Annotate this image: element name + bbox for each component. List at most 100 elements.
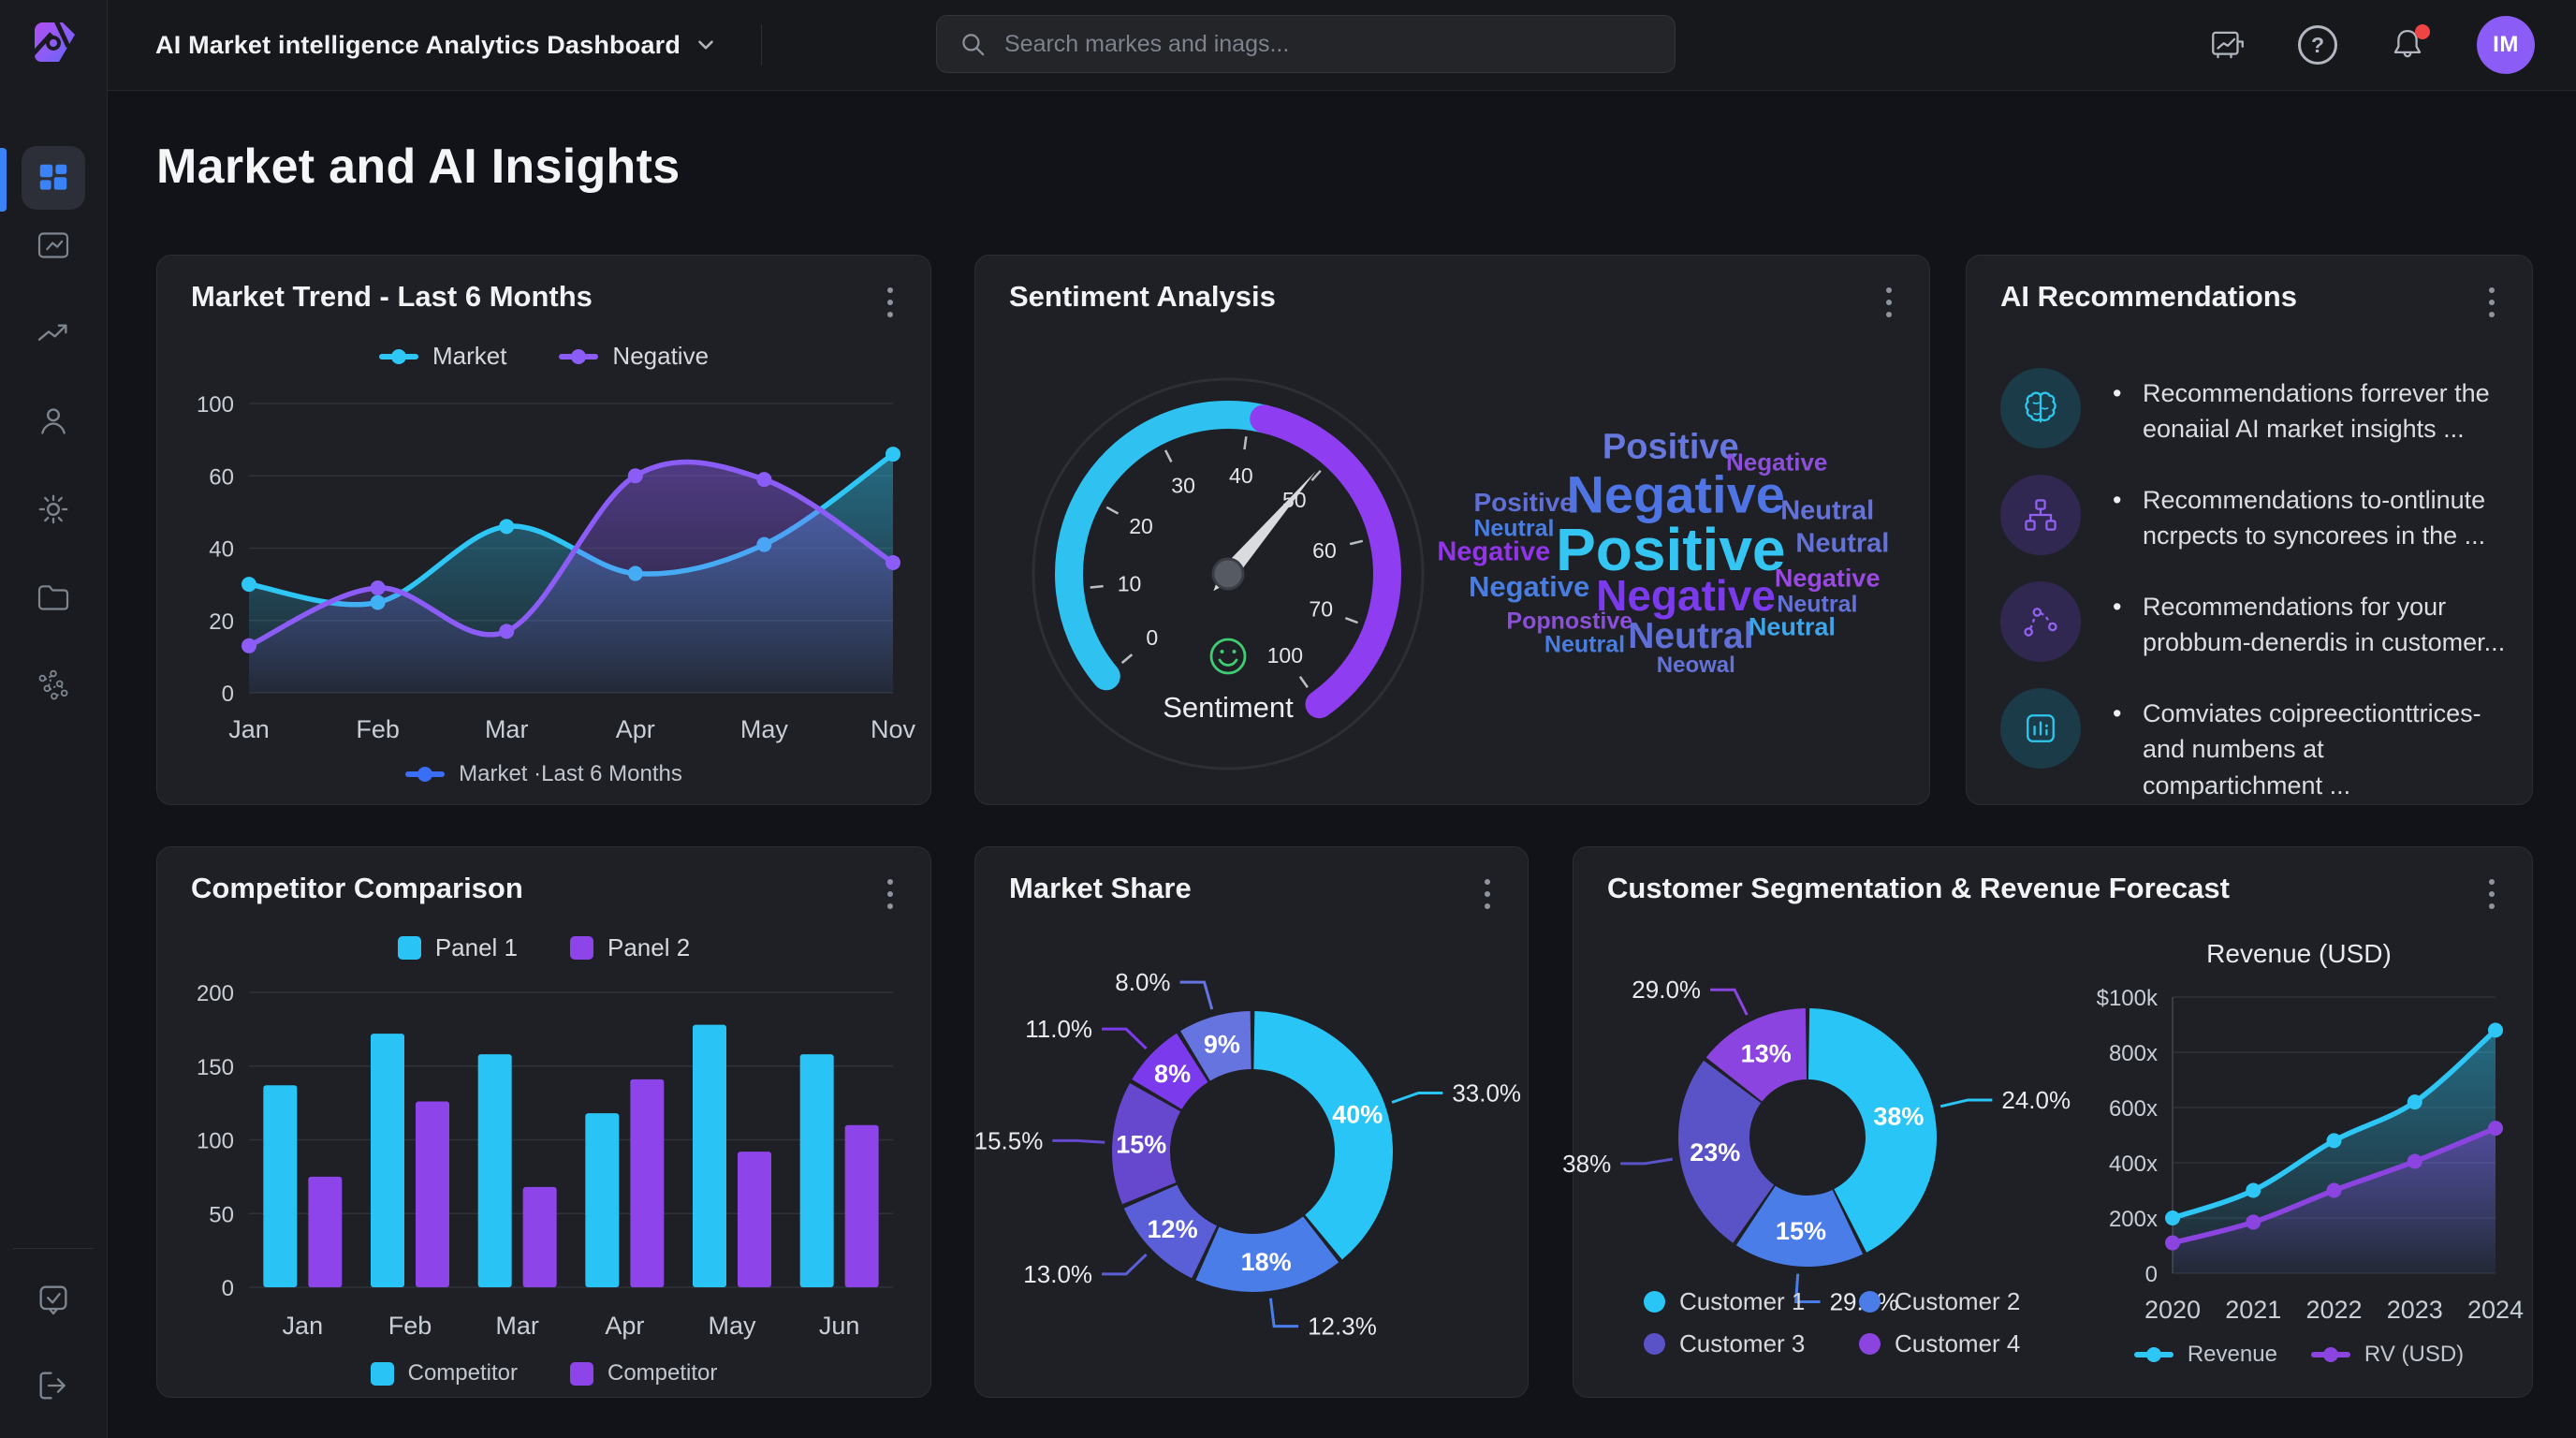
legend-label: Customer 3 — [1679, 1329, 1806, 1357]
help-icon: ? — [2298, 25, 2337, 65]
legend-label: Panel 2 — [607, 933, 691, 961]
svg-text:60: 60 — [209, 464, 234, 490]
header-divider — [761, 24, 763, 66]
svg-text:15.5%: 15.5% — [974, 1126, 1044, 1154]
svg-text:2021: 2021 — [2225, 1296, 2281, 1324]
recommendation-item[interactable]: Recommendations forrever the eonaiial AI… — [2000, 368, 2508, 448]
sidebar-item-logout[interactable] — [35, 1367, 72, 1404]
chart-footer-legend: Market ·Last 6 Months — [157, 761, 930, 787]
sidebar-item-media[interactable] — [35, 227, 72, 264]
legend-marker — [397, 936, 421, 960]
smiley-icon — [1206, 634, 1251, 679]
svg-text:40: 40 — [209, 537, 234, 563]
header-actions: ? IM — [2207, 0, 2535, 90]
kebab-menu[interactable] — [1475, 872, 1500, 917]
recommendation-text: Recommendations to-ontlinute ncrpects to… — [2105, 475, 2508, 554]
gear-icon — [38, 494, 68, 524]
legend-item[interactable]: Market ·Last 6 Months — [405, 761, 682, 787]
svg-text:30: 30 — [1171, 473, 1195, 497]
customer-legend: Customer 1 Customer 2 Customer 3 Customer 4 — [1644, 1287, 2074, 1358]
kebab-menu[interactable] — [2480, 280, 2504, 325]
legend-item[interactable]: Competitor — [570, 1360, 717, 1387]
sidebar-item-network[interactable] — [35, 667, 72, 704]
card-ai-recommendations: AI Recommendations Recommendations forre… — [1966, 255, 2533, 805]
notifications-button[interactable] — [2387, 24, 2430, 66]
page-title: Market and AI Insights — [156, 139, 681, 194]
card-title: AI Recommendations — [2000, 280, 2297, 313]
legend-item[interactable]: Customer 4 — [1859, 1329, 2074, 1358]
legend-label: Customer 2 — [1895, 1287, 2021, 1315]
legend-item[interactable]: Panel 1 — [397, 933, 518, 962]
sidebar-item-trends[interactable] — [35, 315, 72, 352]
cloud-word: Neutral — [1795, 528, 1890, 558]
svg-text:100: 100 — [197, 392, 234, 418]
legend-item[interactable]: Competitor — [370, 1360, 518, 1387]
customer-donut: 38%24.0%15%29.8%23%38%13%29.0% — [1562, 976, 2071, 1315]
svg-text:0: 0 — [222, 1276, 234, 1301]
kebab-menu[interactable] — [878, 872, 902, 917]
kebab-menu[interactable] — [1877, 280, 1901, 325]
revenue-line-chart: 0 200x 400x 600x 800x $100k 2020 2021 2022 2023 20… — [2097, 986, 2524, 1324]
search-input[interactable] — [1003, 29, 1654, 59]
card-competitor-comparison: Competitor Comparison Panel 1 Panel 2 0 50… — [156, 846, 931, 1398]
legend-marker — [1644, 1291, 1665, 1313]
cloud-word: Neutral — [1473, 515, 1555, 542]
legend-item[interactable]: Customer 2 — [1859, 1287, 2074, 1316]
svg-text:200: 200 — [197, 981, 234, 1006]
svg-text:8.0%: 8.0% — [1115, 968, 1170, 996]
app-title-dropdown[interactable]: AI Market intelligence Analytics Dashboa… — [155, 31, 718, 60]
card-sentiment-analysis: Sentiment Analysis 0 10 20 30 40 50 60 70 100 Se… — [974, 255, 1930, 805]
svg-text:Apr: Apr — [616, 715, 655, 743]
svg-text:24.0%: 24.0% — [2001, 1086, 2071, 1114]
chart-legend: Panel 1 Panel 2 — [157, 933, 930, 962]
svg-text:$100k: $100k — [2097, 986, 2159, 1011]
legend-item[interactable]: Customer 3 — [1644, 1329, 1859, 1358]
cloud-word: Neutral — [1748, 612, 1836, 641]
kebab-menu[interactable] — [2480, 872, 2504, 917]
revenue-chart-title: Revenue (USD) — [2206, 939, 2392, 968]
legend-item[interactable]: Market — [378, 342, 506, 371]
svg-text:Jun: Jun — [819, 1312, 860, 1340]
help-button[interactable]: ? — [2297, 24, 2338, 66]
svg-text:12.3%: 12.3% — [1308, 1313, 1377, 1341]
cloud-word: Neowal — [1656, 652, 1735, 678]
sidebar-item-settings[interactable] — [35, 491, 72, 528]
svg-text:0: 0 — [1146, 625, 1158, 650]
sidebar-item-dashboard[interactable] — [22, 146, 85, 210]
svg-text:33.0%: 33.0% — [1452, 1079, 1521, 1108]
legend-item[interactable]: Negative — [559, 342, 709, 371]
kebab-menu[interactable] — [878, 280, 902, 325]
svg-text:9%: 9% — [1204, 1031, 1240, 1059]
share-board-button[interactable] — [2207, 24, 2248, 66]
legend-item[interactable]: RV (USD) — [2310, 1342, 2464, 1368]
chart-legend: Market Negative — [157, 342, 930, 371]
search-bar — [936, 15, 1676, 73]
recommendation-text: Recommendations for your probbum-denerdi… — [2105, 581, 2508, 661]
legend-item[interactable]: Panel 2 — [570, 933, 690, 962]
svg-text:2024: 2024 — [2467, 1296, 2524, 1324]
svg-text:Feb: Feb — [388, 1312, 432, 1340]
svg-text:May: May — [740, 715, 789, 743]
recommendation-item[interactable]: Recommendations to-ontlinute ncrpects to… — [2000, 475, 2508, 555]
app-title: AI Market intelligence Analytics Dashboa… — [155, 30, 681, 59]
card-title: Customer Segmentation & Revenue Forecast — [1607, 872, 2230, 904]
card-market-share: Market Share 40% 33.0% 18% 12.3% 12% 13.0% 15%… — [974, 846, 1529, 1398]
svg-text:23%: 23% — [1690, 1138, 1740, 1167]
svg-text:200x: 200x — [2109, 1207, 2158, 1232]
cloud-word: Negative — [1596, 571, 1776, 621]
sidebar-item-files[interactable] — [35, 579, 72, 616]
svg-text:Jan: Jan — [283, 1312, 324, 1340]
sidebar-item-tasks[interactable] — [35, 1281, 72, 1318]
svg-text:40%: 40% — [1332, 1100, 1383, 1128]
sidebar-item-users[interactable] — [35, 403, 72, 440]
svg-text:60: 60 — [1312, 538, 1337, 563]
legend-item[interactable]: Customer 1 — [1644, 1287, 1859, 1316]
legend-item[interactable]: Revenue — [2133, 1342, 2277, 1368]
recommendation-item[interactable]: Comviates coipreectionttrices-and numben… — [2000, 688, 2508, 803]
recommendation-item[interactable]: Recommendations for your probbum-denerdi… — [2000, 581, 2508, 662]
cloud-word: Neutral — [1780, 495, 1875, 526]
svg-text:70: 70 — [1309, 596, 1333, 621]
avatar[interactable]: IM — [2477, 16, 2535, 74]
recommendation-text: Comviates coipreectionttrices-and numben… — [2105, 688, 2508, 803]
